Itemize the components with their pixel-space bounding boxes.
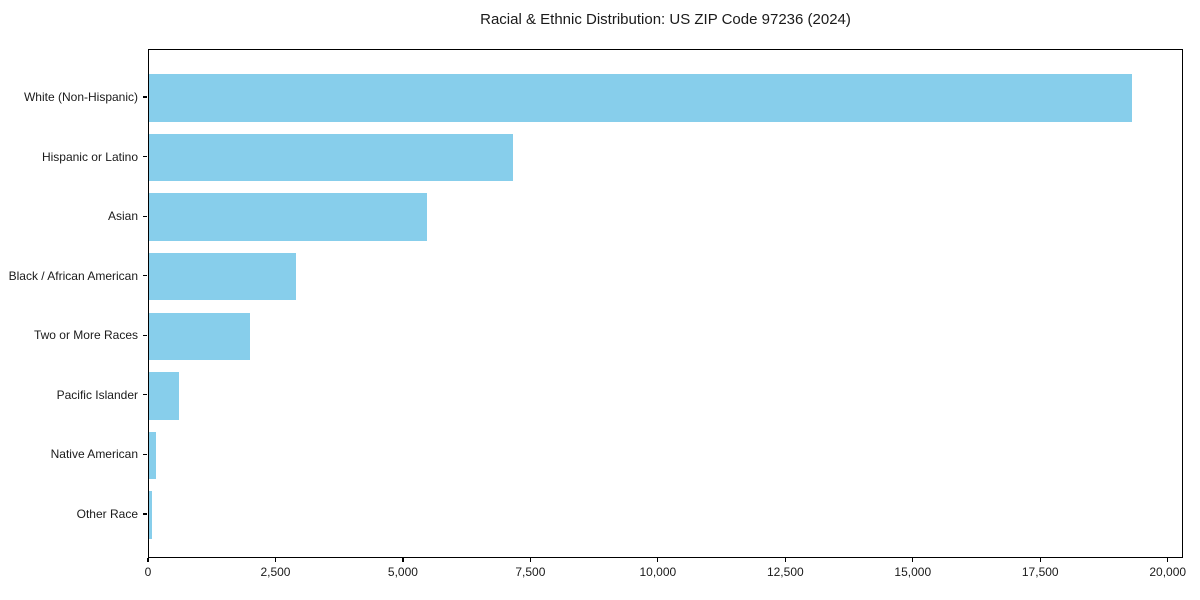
x-tick-mark [657, 558, 659, 562]
x-axis-tick-label: 0 [144, 565, 152, 579]
bar-two-or-more-races [149, 312, 250, 360]
y-tick-mark [143, 334, 147, 336]
x-axis-tick-label: 7,500 [515, 565, 546, 579]
x-axis-tick-label: 20,000 [1149, 565, 1187, 579]
y-axis-label: Native American [50, 447, 138, 462]
chart-title: Racial & Ethnic Distribution: US ZIP Cod… [480, 11, 851, 28]
x-tick-mark [147, 558, 149, 562]
bar-black-african-american [149, 253, 297, 301]
y-tick-mark [143, 275, 147, 277]
x-tick-mark [274, 558, 277, 562]
x-axis-tick-label: 2,500 [260, 565, 291, 579]
x-tick-mark [1039, 558, 1041, 562]
x-axis-tick-label: 17,500 [1021, 565, 1059, 579]
bar-pacific-islander [149, 372, 180, 420]
y-axis-label: Pacific Islander [56, 387, 138, 402]
y-axis-label: Black / African American [8, 268, 138, 283]
x-tick-mark [402, 558, 404, 562]
y-axis-label: White (Non-Hispanic) [23, 90, 138, 104]
y-axis-label: Asian [107, 209, 138, 224]
bar-asian [149, 193, 427, 241]
bar-native-american [149, 431, 157, 480]
bar-hispanic-or-latino [149, 133, 514, 182]
y-tick-mark [143, 513, 147, 515]
bar-other-race [149, 491, 153, 539]
y-axis-label: Hispanic or Latino [41, 149, 138, 164]
x-axis-tick-label: 5,000 [387, 565, 418, 579]
x-tick-mark [912, 558, 914, 562]
y-tick-mark [143, 394, 147, 396]
bar-white-non-hispanic [149, 74, 1132, 122]
y-tick-mark [143, 453, 147, 455]
x-tick-mark [529, 558, 531, 562]
x-tick-mark [784, 558, 786, 562]
plot-area [148, 49, 1183, 558]
y-tick-mark [143, 215, 147, 217]
x-axis-tick-label: 15,000 [894, 565, 932, 579]
y-tick-mark [143, 155, 147, 158]
y-axis-label: Other Race [76, 506, 138, 521]
x-axis-tick-label: 10,000 [639, 565, 677, 579]
x-axis-tick-label: 12,500 [766, 565, 804, 579]
y-axis-label: Two or More Races [33, 328, 138, 343]
x-tick-mark [1167, 558, 1169, 562]
y-tick-mark [143, 96, 147, 98]
